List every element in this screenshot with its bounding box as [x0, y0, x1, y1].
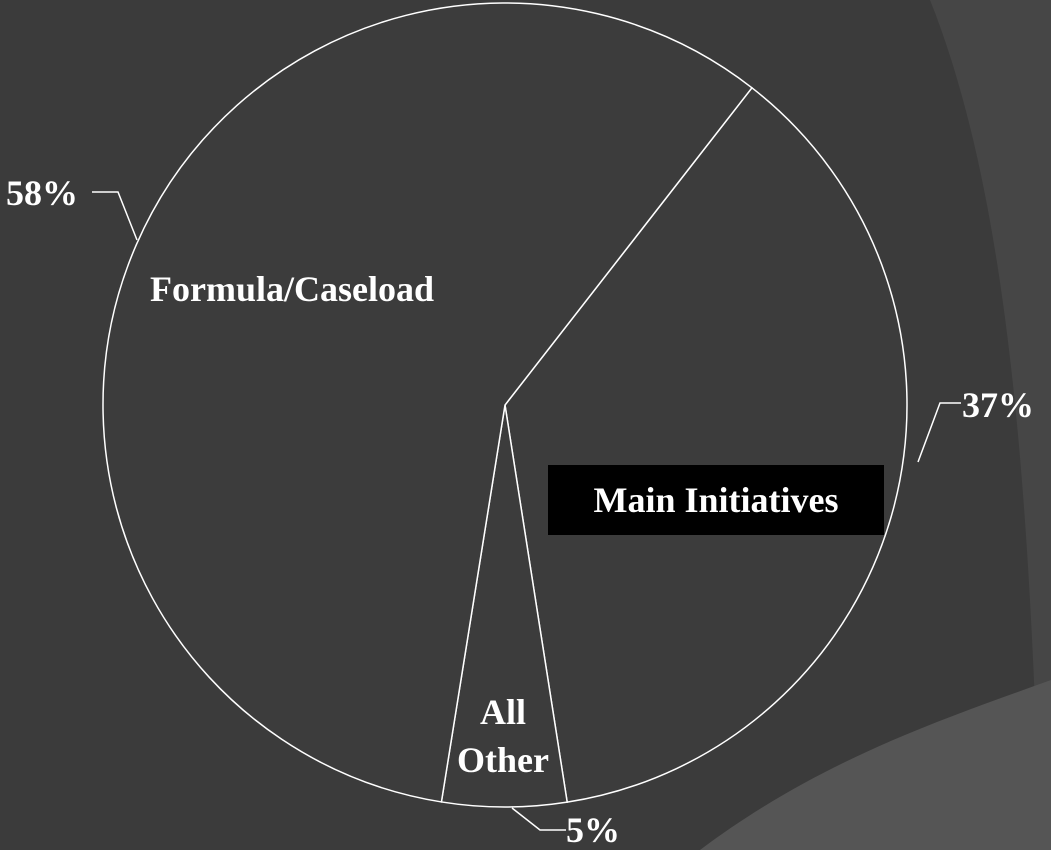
- category-label: Main Initiatives: [548, 465, 884, 535]
- decor-band: [930, 0, 1051, 850]
- value-label: 58%: [6, 173, 78, 213]
- category-label: Formula/Caseload: [150, 269, 434, 309]
- pie: [92, 2, 961, 831]
- decor-corner: [700, 680, 1051, 850]
- value-label: 37%: [962, 385, 1034, 425]
- leader-line: [511, 807, 566, 831]
- pie-slice: [504, 86, 908, 804]
- value-label: 5%: [566, 810, 620, 850]
- leader-line: [92, 191, 138, 241]
- category-label: All Other: [457, 692, 549, 780]
- pie-slice: [102, 2, 753, 803]
- leader-line: [917, 402, 961, 463]
